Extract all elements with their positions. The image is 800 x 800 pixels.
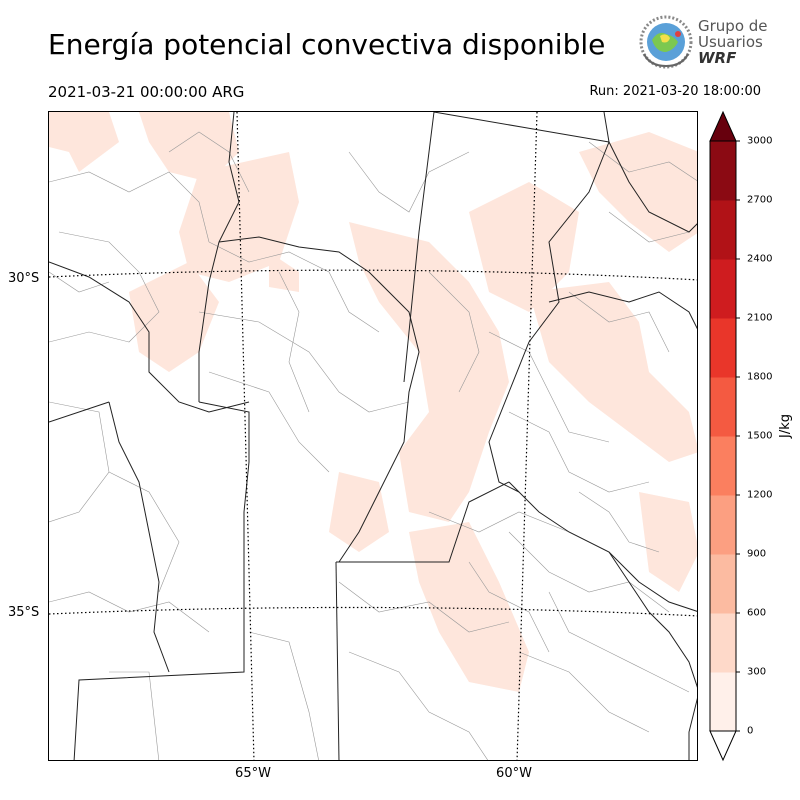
colorbar-bin — [710, 377, 736, 437]
lon-label-60w: 60°W — [496, 766, 532, 781]
colorbar-tick-label: 600 — [747, 607, 767, 619]
colorbar-bin — [710, 554, 736, 614]
colorbar-bin — [710, 200, 736, 260]
wrf-group-logo: Grupo de Usuarios WRF — [638, 14, 768, 76]
colorbar-tick-label: 2700 — [747, 194, 773, 206]
colorbar-tick-label: 3000 — [747, 135, 773, 147]
logo-line-2: Usuarios — [698, 33, 763, 51]
colorbar-tick-label: 2100 — [747, 312, 773, 324]
colorbar-ticks — [736, 140, 740, 732]
cape-map[interactable] — [48, 111, 698, 761]
cape-shading — [49, 112, 697, 692]
colorbar-bins — [710, 141, 736, 732]
colorbar-bin — [710, 141, 736, 201]
run-time-label: Run: 2021-03-20 18:00:00 — [589, 84, 761, 99]
lat-label-30s: 30°S — [8, 271, 40, 286]
colorbar-bin — [710, 495, 736, 555]
logo-line-1: Grupo de — [698, 17, 768, 35]
globe-icon — [639, 15, 693, 69]
colorbar-bin — [710, 672, 736, 732]
colorbar-extend-max — [709, 110, 737, 142]
colorbar-tick-label: 0 — [747, 725, 754, 737]
colorbar-tick-label: 1500 — [747, 430, 773, 442]
colorbar-tick-label: 1200 — [747, 489, 773, 501]
colorbar — [709, 110, 740, 762]
colorbar-tick-label: 2400 — [747, 253, 773, 265]
department-boundaries — [49, 131, 697, 760]
colorbar-bin — [710, 613, 736, 673]
province-boundaries — [49, 112, 697, 760]
valid-time-label: 2021-03-21 00:00:00 ARG — [48, 83, 245, 101]
lon-label-65w: 65°W — [235, 766, 271, 781]
colorbar-unit: J/kg — [778, 414, 793, 438]
colorbar-tick-label: 900 — [747, 548, 767, 560]
lat-label-35s: 35°S — [8, 605, 40, 620]
map-title: Energía potencial convectiva disponible — [48, 28, 606, 61]
colorbar-bin — [710, 259, 736, 319]
colorbar-tick-label: 1800 — [747, 371, 773, 383]
graticule — [49, 112, 697, 760]
colorbar-extend-min — [709, 730, 737, 762]
colorbar-bin — [710, 436, 736, 496]
logo-line-3: WRF — [698, 49, 737, 67]
colorbar-bin — [710, 318, 736, 378]
colorbar-tick-label: 300 — [747, 666, 767, 678]
coastline — [608, 551, 697, 760]
